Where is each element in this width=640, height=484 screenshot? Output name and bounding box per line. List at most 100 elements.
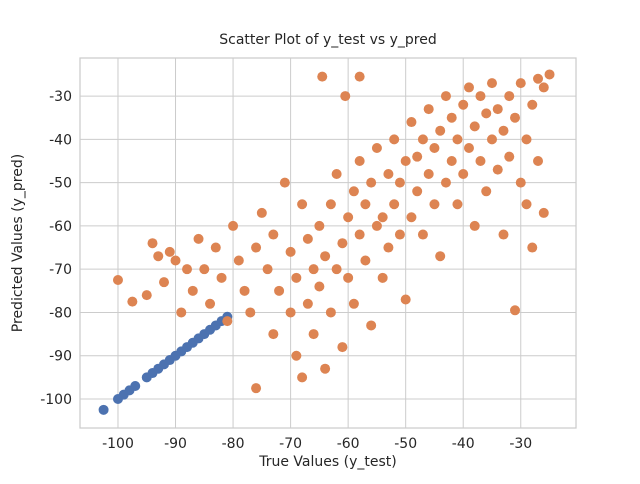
scatter-point <box>302 298 313 309</box>
scatter-point <box>348 298 359 309</box>
scatter-point <box>331 168 342 179</box>
scatter-point <box>176 307 187 318</box>
scatter-point <box>446 112 457 123</box>
scatter-point <box>340 91 351 102</box>
scatter-point <box>423 104 434 115</box>
scatter-point <box>440 177 451 188</box>
scatter-point <box>354 229 365 240</box>
scatter-point <box>251 242 262 253</box>
scatter-point <box>354 155 365 166</box>
scatter-point <box>366 177 377 188</box>
scatter-point <box>527 242 538 253</box>
scatter-point <box>360 199 371 210</box>
scatter-point <box>348 186 359 197</box>
scatter-point <box>228 220 239 231</box>
scatter-point <box>325 307 336 318</box>
scatter-point <box>279 177 290 188</box>
scatter-point <box>360 255 371 266</box>
y-tick-label: -70 <box>49 262 72 278</box>
scatter-point <box>256 207 267 218</box>
plot-frame <box>79 57 577 429</box>
x-tick-label: -50 <box>394 436 417 452</box>
x-tick-label: -30 <box>509 436 532 452</box>
scatter-point <box>452 134 463 145</box>
scatter-point <box>475 91 486 102</box>
scatter-point <box>412 151 423 162</box>
scatter-point <box>216 272 227 283</box>
scatter-point <box>297 199 308 210</box>
scatter-point <box>268 229 279 240</box>
scatter-point <box>469 121 480 132</box>
scatter-point <box>291 350 302 361</box>
scatter-point <box>210 242 221 253</box>
scatter-point <box>233 255 244 266</box>
scatter-point <box>141 290 152 301</box>
scatter-point <box>435 251 446 262</box>
x-tick-label: -80 <box>222 436 245 452</box>
scatter-point <box>170 255 181 266</box>
x-tick-label: -90 <box>164 436 187 452</box>
scatter-point <box>429 143 440 154</box>
grid <box>80 58 576 428</box>
scatter-point <box>417 229 428 240</box>
scatter-point <box>371 220 382 231</box>
scatter-point <box>112 275 123 285</box>
scatter-point <box>458 168 469 179</box>
scatter-point <box>343 212 354 223</box>
y-tick-label: -100 <box>40 392 72 408</box>
scatter-point <box>147 238 158 249</box>
scatter-point <box>337 238 348 249</box>
scatter-point <box>297 372 308 383</box>
scatter-point <box>127 296 138 307</box>
y-axis-label: Predicted Values (y_pred) <box>10 154 26 332</box>
chart-title: Scatter Plot of y_test vs y_pred <box>219 32 437 48</box>
scatter-point <box>251 383 262 394</box>
scatter-point <box>274 285 285 296</box>
scatter-point <box>533 73 544 84</box>
scatter-point <box>389 199 400 210</box>
scatter-point <box>314 281 325 292</box>
scatter-point <box>521 134 532 145</box>
y-tick-label: -90 <box>49 349 72 365</box>
scatter-point <box>481 186 492 197</box>
scatter-point <box>389 134 400 145</box>
scatter-point <box>343 272 354 283</box>
scatter-point <box>371 143 382 154</box>
scatter-point <box>440 91 451 102</box>
scatter-point <box>406 212 417 223</box>
scatter-point <box>469 220 480 231</box>
scatter-point <box>285 307 296 318</box>
scatter-point <box>377 212 388 223</box>
scatter-point <box>458 99 469 110</box>
scatter-point <box>337 342 348 353</box>
scatter-point <box>302 233 313 244</box>
scatter-point <box>544 69 555 80</box>
scatter-point <box>504 91 515 102</box>
scatter-point <box>354 71 365 82</box>
scatter-point <box>510 112 521 123</box>
scatter-point <box>538 82 549 93</box>
scatter-point <box>383 168 394 179</box>
y-tick-label: -80 <box>49 305 72 321</box>
scatter-point <box>98 404 109 415</box>
scatter-point <box>187 285 198 296</box>
scatter-point <box>262 264 273 275</box>
scatter-point <box>498 125 509 136</box>
scatter-point <box>377 272 388 283</box>
scatter-point <box>533 155 544 166</box>
scatter-point <box>199 264 210 275</box>
scatter-point <box>394 229 405 240</box>
scatter-point <box>400 155 411 166</box>
scatter-point <box>452 199 463 210</box>
scatter-point <box>412 186 423 197</box>
scatter-point <box>515 177 526 188</box>
scatter-point <box>320 251 331 262</box>
x-tick-label: -60 <box>337 436 360 452</box>
scatter-point <box>317 71 328 82</box>
scatter-point <box>498 229 509 240</box>
scatter-point <box>486 134 497 145</box>
scatter-point <box>308 264 319 275</box>
scatter-point <box>325 199 336 210</box>
